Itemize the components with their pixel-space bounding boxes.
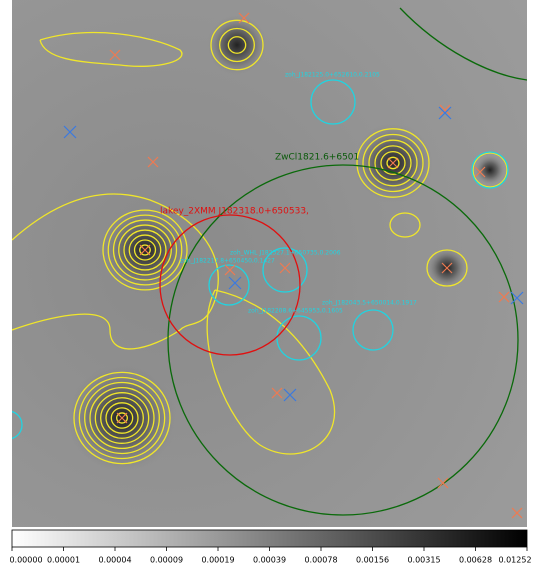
- colorbar-label: 0.00628: [459, 556, 492, 565]
- cluster-label: ZwCl1821.6+6501: [275, 153, 359, 163]
- colorbar: [11, 529, 528, 548]
- colorbar-label: 0.00001: [47, 556, 80, 565]
- source-label: zoh_J182043.5+650014,0.1917: [322, 300, 417, 307]
- source-circle: [262, 247, 308, 293]
- source-label: zoh_J182208.6+645953,0.1605: [248, 308, 343, 315]
- target-circle: [159, 214, 301, 356]
- source-marker: [510, 291, 524, 305]
- colorbar-label: 0.00078: [304, 556, 337, 565]
- source-marker: [279, 262, 291, 274]
- contour: [389, 212, 421, 238]
- source-marker: [271, 387, 283, 399]
- source-label: zoh_WHL J182327.1+650735,0.2006: [230, 250, 341, 257]
- source-circle: [310, 79, 356, 125]
- contour: [105, 402, 139, 434]
- source-marker: [498, 291, 510, 303]
- colorbar-label: 0.00009: [150, 556, 183, 565]
- source-circle: [12, 410, 23, 440]
- source-marker: [437, 477, 449, 489]
- source-circle: [276, 315, 322, 361]
- source-marker: [147, 156, 159, 168]
- contour: [73, 371, 171, 465]
- source-marker: [474, 166, 486, 178]
- contour: [78, 376, 166, 460]
- contour: [39, 31, 183, 67]
- source-marker: [116, 412, 128, 424]
- contour: [139, 244, 151, 256]
- contour: [386, 156, 400, 170]
- source-circle: [208, 264, 250, 306]
- source-glow: [207, 15, 267, 75]
- contour: [89, 386, 155, 450]
- cluster-arc: [399, 7, 527, 81]
- source-marker: [109, 49, 121, 61]
- source-glow: [475, 155, 505, 185]
- source-marker: [238, 12, 250, 24]
- contour: [94, 392, 150, 444]
- image-area: ZwCl1821.6+6501 lakey_2XMM J182318.0+650…: [12, 0, 527, 527]
- contour: [206, 289, 336, 455]
- source-marker: [63, 125, 77, 139]
- source-marker: [387, 157, 399, 169]
- source-marker: [439, 104, 451, 116]
- contour: [128, 234, 162, 266]
- contour: [102, 209, 188, 291]
- cluster-circle: [167, 164, 519, 516]
- colorbar-label: 0.00019: [201, 556, 234, 565]
- source-marker: [139, 244, 151, 256]
- source-marker: [228, 276, 242, 290]
- contour: [112, 219, 178, 281]
- contour: [380, 150, 406, 176]
- contour: [118, 224, 172, 276]
- contour: [426, 249, 468, 287]
- colorbar-label: 0.00000: [9, 556, 42, 565]
- source-marker: [224, 264, 236, 276]
- source-marker: [438, 106, 452, 120]
- source-label: zoh_J182125.0+652610,0.2105: [285, 72, 380, 79]
- contour: [368, 139, 418, 187]
- target-label: lakey_2XMM J182318.0+650533,: [160, 207, 309, 217]
- contour: [107, 214, 183, 286]
- contour: [356, 128, 430, 198]
- contour: [84, 381, 160, 455]
- colorbar-label: 0.00315: [407, 556, 440, 565]
- contour: [100, 397, 144, 439]
- source-marker: [283, 388, 297, 402]
- contour: [374, 145, 412, 181]
- source-marker: [441, 262, 453, 274]
- contour: [110, 407, 134, 429]
- contour: [362, 133, 424, 193]
- contour: [133, 239, 157, 261]
- colorbar-label: 0.01252: [498, 556, 531, 565]
- source-marker: [511, 507, 523, 519]
- colorbar-label: 0.00039: [253, 556, 286, 565]
- contour: [210, 19, 264, 71]
- colorbar-label: 0.00004: [98, 556, 131, 565]
- source-circle: [471, 151, 509, 189]
- colorbar-label: 0.00156: [356, 556, 389, 565]
- contour: [116, 412, 128, 424]
- contour: [123, 229, 167, 271]
- contour: [12, 193, 219, 350]
- contour: [219, 27, 255, 63]
- contour: [472, 152, 508, 188]
- contour: [227, 36, 247, 54]
- source-circle: [352, 309, 394, 351]
- source-label: zoh_J182217.8+650450,0.1427: [180, 258, 275, 265]
